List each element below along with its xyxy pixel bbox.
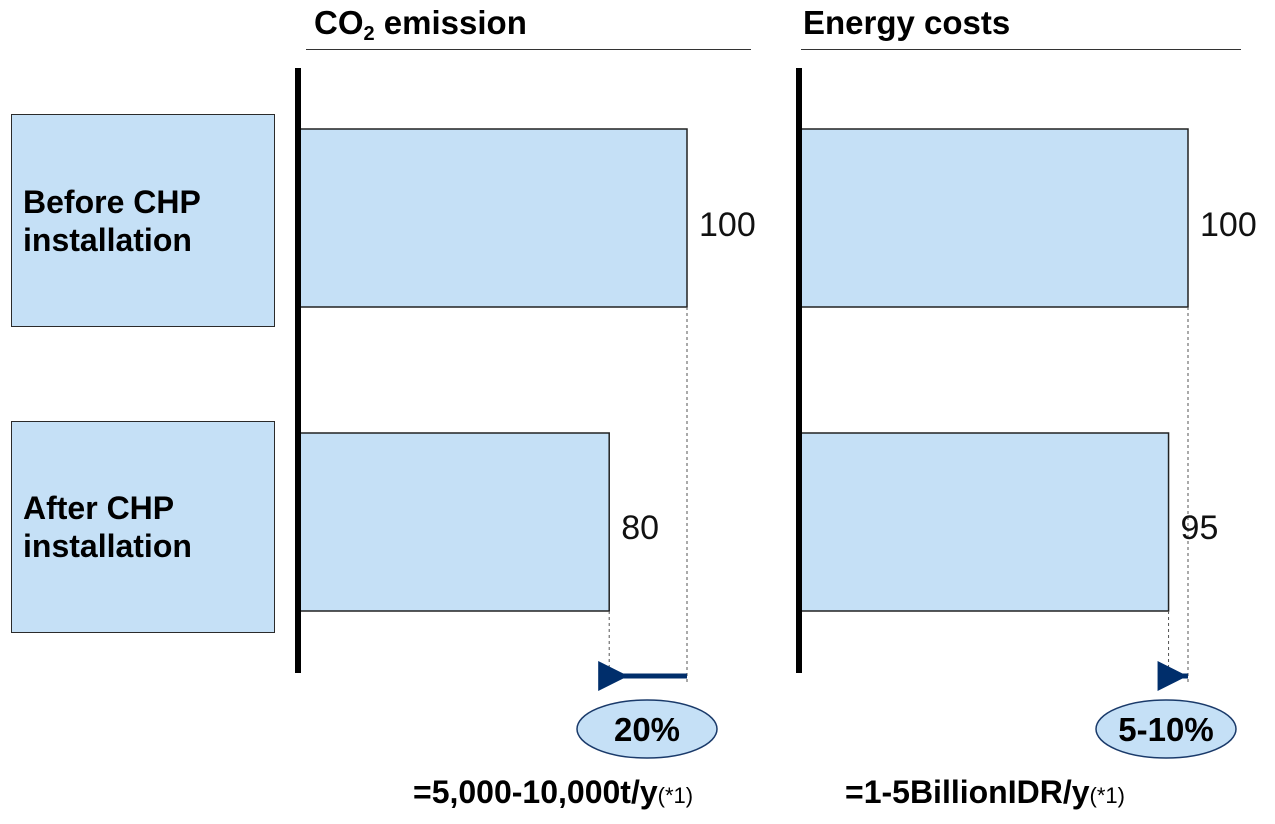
bar-before	[798, 128, 1189, 308]
value-label: 80	[621, 509, 659, 547]
bar-after	[798, 432, 1170, 612]
footnote-co2: =5,000-10,000t/y(*1)	[413, 774, 694, 810]
reduction-bubble	[1095, 699, 1237, 759]
category-label-line2: installation	[23, 528, 192, 564]
bar-after	[297, 432, 610, 612]
category-label-after: After CHP installation	[11, 421, 275, 633]
bar-before	[297, 128, 688, 308]
reduction-label: 5-10%	[1118, 711, 1213, 748]
panel-title-co2: CO2 emission	[314, 4, 527, 45]
reduction-bubble	[576, 699, 718, 759]
category-label-line2: installation	[23, 221, 192, 258]
category-label-line1: After CHP	[23, 490, 175, 526]
panel-title-energy: Energy costs	[803, 4, 1011, 41]
title-underline-energy	[801, 49, 1241, 50]
value-label: 100	[1200, 206, 1257, 244]
category-label-before: Before CHP installation	[11, 114, 275, 327]
value-label: 100	[699, 206, 756, 244]
value-label: 95	[1181, 509, 1219, 547]
title-underline-co2	[306, 49, 751, 50]
footnote-energy: =1-5BillionIDR/y(*1)	[845, 774, 1125, 810]
category-label-line1: Before CHP	[23, 183, 201, 220]
reduction-label: 20%	[614, 711, 680, 748]
